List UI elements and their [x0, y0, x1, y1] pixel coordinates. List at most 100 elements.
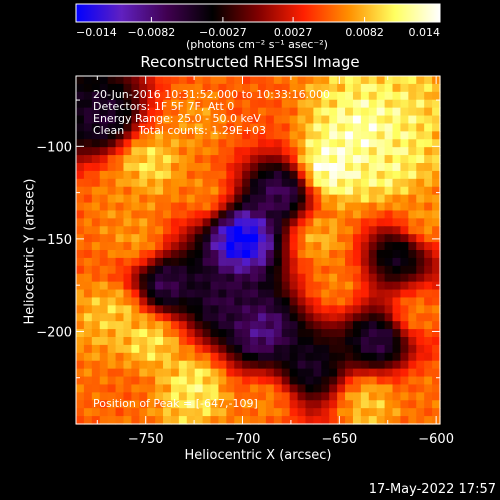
heatmap-cell — [289, 265, 299, 275]
heatmap-cell — [155, 392, 164, 401]
heatmap-cell — [76, 265, 85, 275]
heatmap-cell — [99, 265, 109, 275]
heatmap-cell — [352, 368, 362, 378]
heatmap-cell — [329, 313, 338, 322]
heatmap-cell — [155, 147, 164, 156]
heatmap-cell — [273, 83, 283, 93]
heatmap-cell — [376, 170, 386, 180]
heatmap-cell — [273, 202, 283, 212]
heatmap-cell — [408, 170, 417, 180]
heatmap-cell — [91, 297, 101, 306]
heatmap-cell — [368, 202, 378, 212]
heatmap-cell — [376, 384, 386, 393]
heatmap-cell — [289, 91, 299, 101]
heatmap-cell — [131, 131, 140, 140]
heatmap-cell — [368, 91, 378, 101]
heatmap-cell — [115, 202, 125, 212]
heatmap-cell — [400, 210, 409, 219]
heatmap-cell — [305, 305, 314, 314]
heatmap-cell — [424, 76, 433, 85]
heatmap-cell — [194, 408, 204, 417]
heatmap-cell — [242, 305, 251, 314]
heatmap-cell — [289, 360, 299, 370]
heatmap-cell — [76, 416, 85, 425]
heatmap-cell — [313, 234, 322, 243]
heatmap-cell — [265, 91, 275, 101]
heatmap-cell — [337, 83, 346, 93]
heatmap-cell — [226, 408, 235, 417]
heatmap-cell — [178, 352, 188, 362]
heatmap-cell — [376, 210, 386, 219]
heatmap-cell — [368, 392, 378, 401]
heatmap-cell — [258, 147, 267, 156]
heatmap-cell — [194, 273, 204, 283]
heatmap-cell — [400, 107, 409, 117]
heatmap-cell — [123, 329, 132, 338]
heatmap-cell — [281, 416, 291, 425]
heatmap-cell — [131, 178, 140, 188]
heatmap-cell — [392, 400, 402, 409]
heatmap-cell — [345, 147, 354, 156]
heatmap-cell — [400, 131, 409, 140]
heatmap-cell — [281, 242, 291, 251]
heatmap-cell — [139, 131, 148, 140]
heatmap-cell — [424, 376, 433, 386]
heatmap-cell — [99, 178, 109, 188]
heatmap-cell — [107, 242, 117, 251]
heatmap-cell — [147, 178, 156, 188]
heatmap-cell — [289, 194, 299, 204]
heatmap-cell — [392, 416, 402, 425]
heatmap-cell — [376, 329, 386, 338]
heatmap-cell — [384, 218, 394, 227]
heatmap-cell — [416, 202, 425, 212]
heatmap-cell — [384, 83, 394, 93]
heatmap-cell — [147, 384, 156, 393]
heatmap-cell — [163, 360, 172, 370]
heatmap-cell — [242, 313, 251, 322]
heatmap-cell — [76, 305, 85, 314]
heatmap-cell — [83, 352, 93, 362]
heatmap-cell — [91, 257, 101, 267]
heatmap-cell — [281, 344, 291, 354]
heatmap-cell — [313, 194, 322, 204]
heatmap-cell — [281, 194, 291, 204]
heatmap-cell — [186, 384, 196, 393]
heatmap-cell — [226, 313, 235, 322]
heatmap-cell — [360, 139, 370, 148]
heatmap-cell — [186, 321, 196, 330]
heatmap-cell — [400, 226, 409, 235]
heatmap-cell — [265, 170, 275, 180]
heatmap-cell — [76, 344, 85, 354]
heatmap-cell — [226, 147, 235, 156]
heatmap-cell — [329, 360, 338, 370]
heatmap-cell — [234, 76, 243, 85]
heatmap-cell — [297, 313, 307, 322]
heatmap-cell — [392, 242, 402, 251]
heatmap-cell — [155, 131, 164, 140]
heatmap-cell — [202, 337, 212, 346]
heatmap-cell — [313, 289, 322, 299]
heatmap-cell — [76, 210, 85, 219]
heatmap-cell — [384, 234, 394, 243]
heatmap-cell — [408, 360, 417, 370]
heatmap-cell — [76, 250, 85, 259]
heatmap-cell — [392, 186, 402, 196]
heatmap-cell — [384, 360, 394, 370]
heatmap-cell — [210, 257, 220, 267]
heatmap-cell — [76, 368, 85, 378]
heatmap-cell — [432, 115, 441, 125]
heatmap-cell — [313, 123, 322, 132]
heatmap-cell — [218, 218, 227, 227]
heatmap-cell — [360, 234, 370, 243]
colorbar-tick-label: −0.0027 — [199, 26, 247, 39]
heatmap-cell — [273, 123, 283, 132]
heatmap-cell — [76, 257, 85, 267]
heatmap-cell — [210, 99, 220, 109]
heatmap-cell — [107, 281, 117, 291]
heatmap-cell — [297, 186, 307, 196]
heatmap-cell — [163, 178, 172, 188]
heatmap-cell — [163, 170, 172, 180]
heatmap-cell — [91, 368, 101, 378]
heatmap-cell — [392, 107, 402, 117]
heatmap-cell — [107, 155, 117, 164]
